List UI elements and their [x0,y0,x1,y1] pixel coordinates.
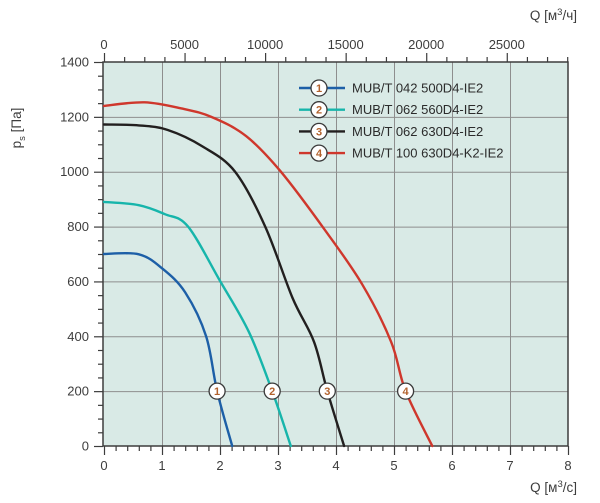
legend-item-2: 2 MUB/T 062 560D4-IE2 [299,101,483,119]
y-tick-label: 800 [67,219,89,234]
x-bottom-tick-label: 7 [506,458,513,473]
x-bottom-tick-label: 1 [158,458,165,473]
y-tick-label: 0 [82,439,89,454]
marker-number: 3 [324,386,330,398]
x-bottom-tick-label: 2 [216,458,223,473]
y-tick-label: 600 [67,274,89,289]
curve-marker-2: 2 [263,382,281,400]
marker-number: 2 [316,105,322,117]
legend-marker-2: 2 [310,101,328,119]
legend-label: MUB/T 062 630D4-IE2 [352,124,483,139]
marker-circle [263,382,281,400]
legend-label: MUB/T 042 500D4-IE2 [352,81,483,96]
marker-circle [396,382,415,400]
curve-4 [102,101,434,448]
legend-marker-1: 1 [310,79,328,97]
legend-item-1: 1 MUB/T 042 500D4-IE2 [299,79,483,97]
marker-number: 1 [316,83,322,95]
legend-marker-3: 3 [310,122,328,141]
x-axis-bottom-title: Q [м3/с] [530,479,577,495]
grid [103,62,568,446]
legend-label: MUB/T 062 560D4-IE2 [352,102,483,117]
curve-marker-3: 3 [318,382,336,400]
marker-number: 4 [316,148,323,160]
marker-circle [310,79,328,97]
marker-number: 3 [316,126,322,138]
marker-circle [310,122,328,141]
y-tick-label: 1200 [60,109,89,124]
legend-label: MUB/T 100 630D4-K2-IE2 [352,146,504,161]
x-bottom-tick-label: 3 [274,458,281,473]
x-bottom-tick-label: 4 [332,458,339,473]
x-top-tick-label: 25000 [489,37,525,52]
marker-circle [318,382,336,400]
x-bottom-tick-label: 6 [448,458,455,473]
x-top-tick-label: 10000 [247,37,283,52]
y-tick-label: 1000 [60,164,89,179]
marker-number: 4 [403,386,410,398]
x-top-tick-label: 15000 [328,37,364,52]
curve-marker-1: 1 [208,382,226,400]
plot-area [103,62,568,446]
y-axis-title: ps [Па] [9,108,28,149]
y-tick-label: 400 [67,329,89,344]
marker-number: 2 [269,386,275,398]
x-bottom-tick-label: 0 [100,458,107,473]
x-bottom-tick-label: 8 [564,458,571,473]
curve-3 [102,123,346,448]
marker-circle [208,382,226,400]
legend-item-4: 4 MUB/T 100 630D4-K2-IE2 [299,144,504,162]
y-tick-label: 200 [67,384,89,399]
marker-number: 1 [214,386,220,398]
marker-circle [310,144,328,162]
tick-labels: 0 200 400 600 800 1000 1200 1400 0 1 2 3 4 5 6 7 8 0 5000 1… [60,37,572,473]
x-top-tick-label: 5000 [170,37,199,52]
x-axis-top-title: Q [м3/ч] [530,7,577,23]
marker-circle [310,101,328,119]
curve-marker-4: 4 [396,382,415,400]
x-top-tick-label: 20000 [408,37,444,52]
y-tick-label: 1400 [60,55,89,70]
x-top-tick-label: 0 [100,37,107,52]
legend-marker-4: 4 [310,144,328,162]
legend: 1 MUB/T 042 500D4-IE2 2 MUB/T 062 560D4-IE2… [299,79,504,162]
legend-item-3: 3 MUB/T 062 630D4-IE2 [299,122,483,141]
x-bottom-tick-label: 5 [390,458,397,473]
